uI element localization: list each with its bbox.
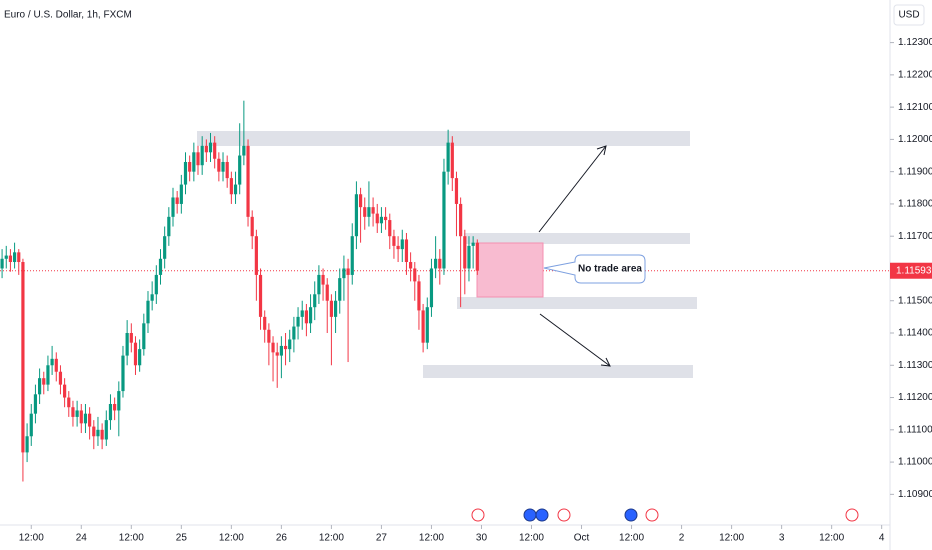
x-tick-label: 12:00: [219, 533, 244, 544]
event-icon[interactable]: [845, 508, 859, 522]
y-tick-label: 1.12200: [898, 70, 932, 81]
event-icon[interactable]: [523, 508, 537, 522]
callout: [543, 254, 646, 284]
x-tick-label: 24: [76, 533, 88, 544]
y-tick-label: 1.11100: [898, 424, 932, 435]
event-icon[interactable]: [471, 508, 485, 522]
x-tick-label: 12:00: [819, 533, 844, 544]
last-price-label: 1.11593: [896, 265, 932, 276]
last-price-box: [890, 262, 932, 279]
arrow-up: [538, 145, 607, 233]
arrowhead: [600, 357, 611, 367]
y-tick-label: 1.12000: [898, 134, 932, 145]
y-tick-label: 1.11500: [898, 295, 932, 306]
arrowhead: [596, 145, 607, 156]
upper-zone: [464, 233, 690, 244]
arrow-down: [539, 313, 611, 367]
x-tick-label: 30: [476, 533, 488, 544]
x-tick-label: 3: [779, 533, 785, 544]
chart-title: Euro / U.S. Dollar, 1h, FXCM: [4, 10, 132, 21]
event-icons: [471, 508, 859, 522]
y-tick-label: 1.10900: [898, 489, 932, 500]
x-tick-label: 25: [176, 533, 188, 544]
event-icon[interactable]: [645, 508, 659, 522]
x-tick-label: 12:00: [719, 533, 744, 544]
support-zone: [423, 365, 693, 378]
event-icon[interactable]: [535, 508, 549, 522]
x-tick-label: 12:00: [519, 533, 544, 544]
no-trade-box: [476, 242, 544, 298]
y-tick-label: 1.11200: [898, 392, 932, 403]
y-tick-label: 1.11900: [898, 166, 932, 177]
y-tick-label: 1.12300: [898, 37, 932, 48]
x-tick-label: 2: [679, 533, 685, 544]
event-icon[interactable]: [624, 508, 638, 522]
currency[interactable]: USD: [898, 10, 919, 21]
y-tick-label: 1.11800: [898, 199, 932, 210]
lower-zone: [457, 297, 697, 309]
x-tick-label: 4: [879, 533, 885, 544]
x-tick-label: 12:00: [19, 533, 44, 544]
x-tick-label: 26: [276, 533, 288, 544]
x-tick-label: 12:00: [619, 533, 644, 544]
annotation: No trade area: [578, 264, 642, 275]
y-tick-label: 1.12100: [898, 102, 932, 113]
x-tick-label: 12:00: [319, 533, 344, 544]
resistance-zone: [197, 131, 690, 146]
event-icon[interactable]: [557, 508, 571, 522]
x-tick-label: Oct: [574, 533, 590, 544]
y-tick-label: 1.11300: [898, 360, 932, 371]
drawings: No trade area: [197, 131, 697, 378]
y-tick-label: 1.11700: [898, 231, 932, 242]
y-tick-label: 1.11400: [898, 328, 932, 339]
x-tick-label: 27: [376, 533, 388, 544]
y-tick-label: 1.11000: [898, 457, 932, 468]
x-tick-label: 12:00: [119, 533, 144, 544]
currency-box[interactable]: [893, 4, 925, 26]
x-tick-label: 12:00: [419, 533, 444, 544]
